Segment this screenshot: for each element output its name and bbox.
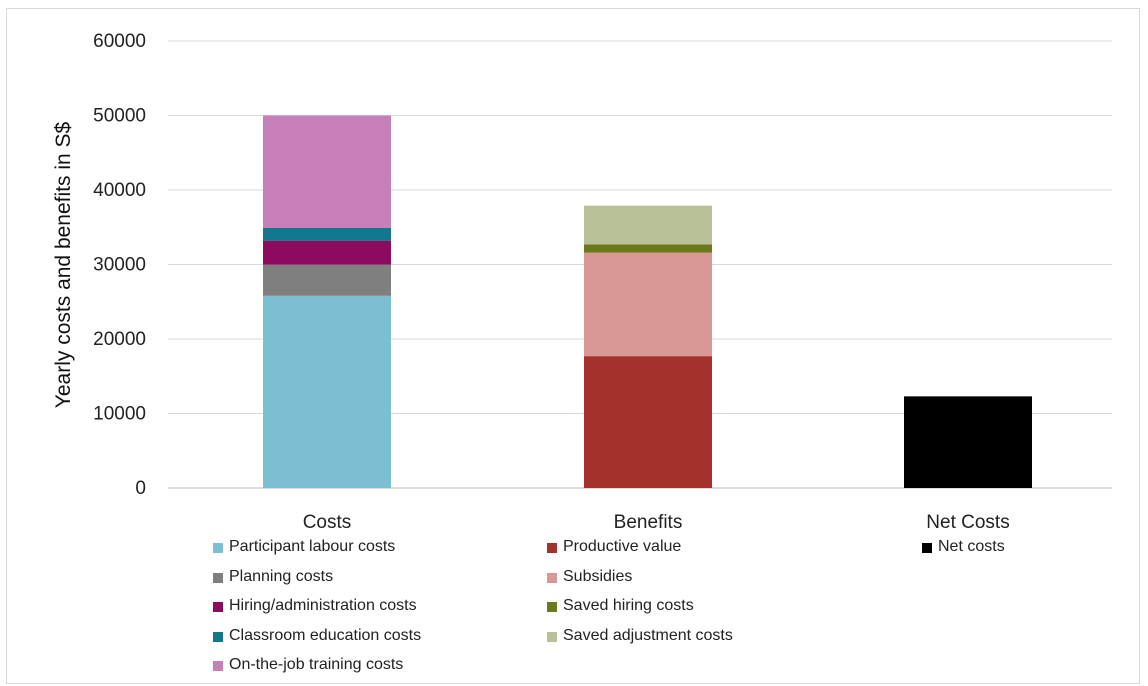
bar-segment — [584, 205, 712, 245]
legend-label: Classroom education costs — [229, 626, 422, 644]
bar-segment — [584, 252, 712, 357]
legend-label: Hiring/administration costs — [229, 597, 417, 614]
legend-label: Productive value — [563, 538, 682, 555]
legend-label: Saved adjustment costs — [563, 626, 733, 644]
chart-frame — [6, 8, 1140, 684]
legend-label: Planning costs — [229, 567, 334, 585]
legend-label: Net costs — [938, 538, 1005, 555]
legend-swatch — [547, 602, 557, 612]
legend-swatch — [213, 572, 223, 583]
legend-swatch — [547, 543, 557, 553]
bar-segment — [584, 356, 712, 488]
legend-label: Subsidies — [563, 567, 633, 585]
y-tick-label: 50000 — [93, 106, 146, 127]
x-tick-label: Net Costs — [926, 512, 1009, 533]
legend-swatch — [922, 543, 932, 553]
bar-segment — [263, 115, 391, 228]
y-tick-label: 0 — [135, 478, 146, 499]
x-tick-label: Costs — [303, 512, 352, 533]
legend-swatch — [213, 543, 223, 553]
y-tick-label: 40000 — [93, 180, 146, 201]
y-tick-label: 30000 — [93, 255, 146, 276]
y-tick-label: 20000 — [93, 329, 146, 350]
bar-segment — [584, 244, 712, 253]
legend-label: Participant labour costs — [229, 538, 396, 555]
bar-segment — [263, 227, 391, 241]
legend-swatch — [213, 631, 223, 642]
y-tick-label: 10000 — [93, 404, 146, 425]
legend-swatch — [213, 661, 223, 671]
bar-segment — [263, 295, 391, 488]
y-axis-label: Yearly costs and benefits in S$ — [52, 121, 75, 408]
legend-swatch — [547, 572, 557, 583]
legend-swatch — [547, 631, 557, 642]
y-tick-label: 60000 — [93, 31, 146, 52]
x-tick-label: Benefits — [614, 512, 683, 533]
bar-segment — [263, 240, 391, 265]
legend-label: Saved hiring costs — [563, 597, 694, 614]
bar-segment — [263, 264, 391, 296]
legend-swatch — [213, 602, 223, 612]
bar-segment — [904, 396, 1032, 488]
legend-label: On-the-job training costs — [229, 656, 404, 673]
